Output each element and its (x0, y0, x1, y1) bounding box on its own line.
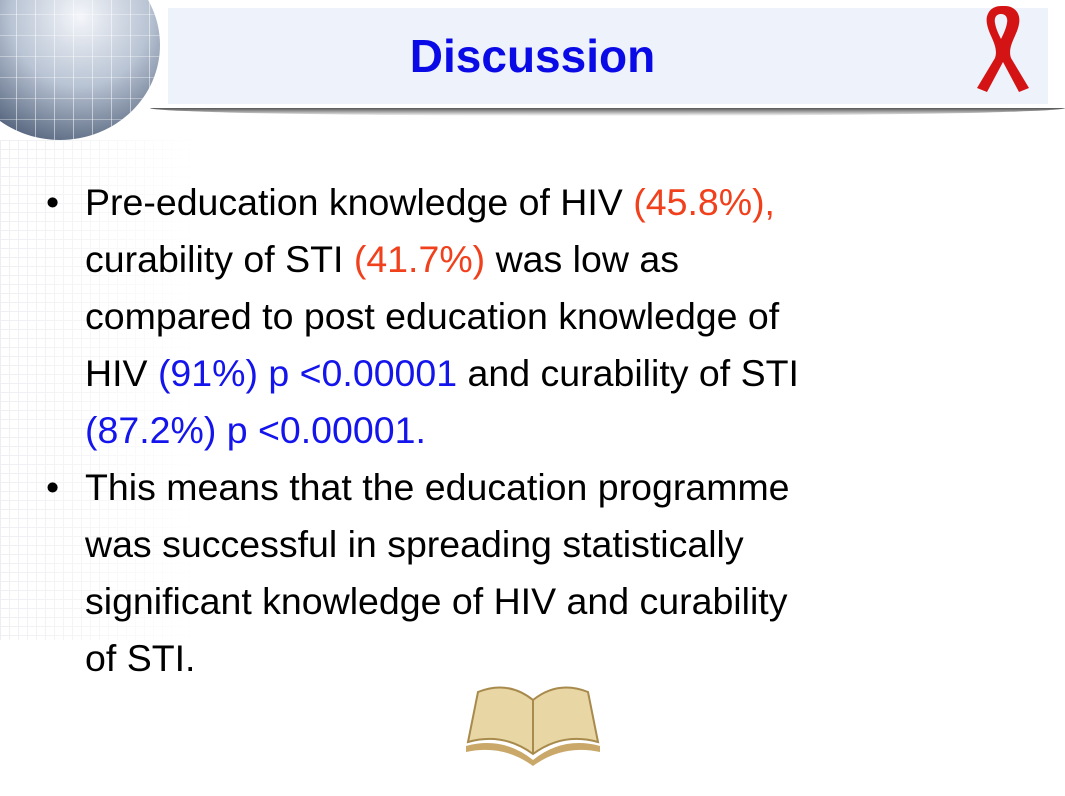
title-banner (168, 8, 1048, 104)
text-segment: and curability of STI (457, 352, 799, 394)
text-segment: of STI. (85, 637, 196, 679)
title-divider (150, 108, 1065, 116)
bullet-line: compared to post education knowledge of (46, 288, 799, 345)
slide-title: Discussion (409, 30, 656, 82)
text-segment: This means that the education programme (85, 466, 790, 508)
bullet-line: was successful in spreading statisticall… (46, 516, 799, 573)
bullet-marker: • (46, 466, 60, 508)
bullet-line: HIV (91%) p <0.00001 and curability of S… (46, 345, 799, 402)
bullet-line: curability of STI (41.7%) was low as (46, 231, 799, 288)
highlighted-text: (45.8%), (633, 181, 775, 223)
text-segment: was low as (485, 238, 679, 280)
open-book-icon (466, 686, 600, 766)
text-segment: HIV (85, 352, 158, 394)
text-segment: curability of STI (85, 238, 354, 280)
bullet-line: of STI. (46, 630, 799, 687)
bullet-line: significant knowledge of HIV and curabil… (46, 573, 799, 630)
highlighted-text: (41.7%) (353, 238, 486, 280)
highlighted-text: (91%) p <0.00001 (157, 352, 458, 394)
text-segment: significant knowledge of HIV and curabil… (85, 580, 788, 622)
background-grid (0, 140, 200, 640)
text-segment: Pre-education knowledge of HIV (85, 181, 634, 223)
highlighted-text: (87.2%) p <0.00001. (85, 409, 426, 451)
bullet-line: (87.2%) p <0.00001. (46, 402, 799, 459)
red-ribbon-icon (977, 6, 1029, 92)
text-segment: was successful in spreading statisticall… (85, 523, 744, 565)
bullet-line: • This means that the education programme (46, 459, 799, 516)
globe-icon (0, 0, 160, 140)
bullet-marker: • (46, 181, 60, 223)
bullet-line: • Pre-education knowledge of HIV (45.8%), (46, 174, 799, 231)
bullet-list: • Pre-education knowledge of HIV (45.8%),… (46, 174, 799, 687)
text-segment: compared to post education knowledge of (85, 295, 780, 337)
